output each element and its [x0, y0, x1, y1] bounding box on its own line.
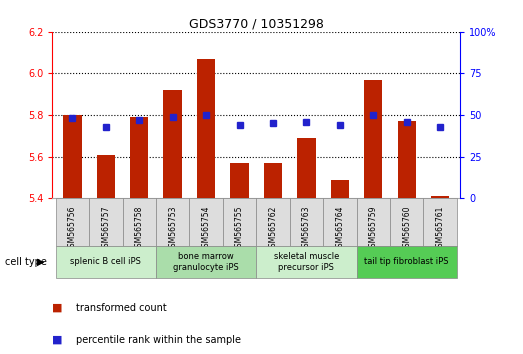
- FancyBboxPatch shape: [55, 246, 156, 278]
- Text: splenic B cell iPS: splenic B cell iPS: [71, 257, 141, 267]
- Bar: [97, 155, 115, 198]
- FancyBboxPatch shape: [156, 198, 189, 246]
- Text: GSM565761: GSM565761: [436, 205, 445, 252]
- Text: GSM565760: GSM565760: [402, 205, 411, 252]
- Text: GSM565757: GSM565757: [101, 205, 110, 252]
- Bar: [297, 138, 315, 198]
- Text: tail tip fibroblast iPS: tail tip fibroblast iPS: [365, 257, 449, 267]
- FancyBboxPatch shape: [357, 198, 390, 246]
- FancyBboxPatch shape: [156, 246, 256, 278]
- Bar: [164, 90, 182, 198]
- Text: bone marrow
granulocyte iPS: bone marrow granulocyte iPS: [173, 252, 239, 272]
- FancyBboxPatch shape: [357, 246, 457, 278]
- Text: GSM565763: GSM565763: [302, 205, 311, 252]
- FancyBboxPatch shape: [122, 198, 156, 246]
- Text: GSM565762: GSM565762: [268, 205, 278, 252]
- FancyBboxPatch shape: [424, 198, 457, 246]
- Text: ■: ■: [52, 303, 63, 313]
- Bar: [331, 179, 349, 198]
- Title: GDS3770 / 10351298: GDS3770 / 10351298: [189, 18, 324, 31]
- Text: GSM565754: GSM565754: [201, 205, 211, 252]
- Bar: [130, 117, 149, 198]
- Text: GSM565756: GSM565756: [68, 205, 77, 252]
- FancyBboxPatch shape: [323, 198, 357, 246]
- Bar: [397, 121, 416, 198]
- Text: percentile rank within the sample: percentile rank within the sample: [76, 335, 241, 345]
- Text: skeletal muscle
precursor iPS: skeletal muscle precursor iPS: [274, 252, 339, 272]
- Text: ■: ■: [52, 335, 63, 345]
- Text: transformed count: transformed count: [76, 303, 167, 313]
- Bar: [197, 59, 215, 198]
- FancyBboxPatch shape: [223, 198, 256, 246]
- Bar: [230, 163, 249, 198]
- Text: GSM565759: GSM565759: [369, 205, 378, 252]
- Text: GSM565764: GSM565764: [335, 205, 344, 252]
- Bar: [264, 163, 282, 198]
- FancyBboxPatch shape: [89, 198, 122, 246]
- FancyBboxPatch shape: [256, 198, 290, 246]
- FancyBboxPatch shape: [256, 246, 357, 278]
- Bar: [431, 196, 449, 198]
- FancyBboxPatch shape: [290, 198, 323, 246]
- FancyBboxPatch shape: [55, 198, 89, 246]
- Text: ▶: ▶: [37, 257, 44, 267]
- Bar: [364, 80, 382, 198]
- FancyBboxPatch shape: [189, 198, 223, 246]
- Bar: [63, 115, 82, 198]
- Text: cell type: cell type: [5, 257, 47, 267]
- Text: GSM565753: GSM565753: [168, 205, 177, 252]
- Text: GSM565758: GSM565758: [135, 205, 144, 252]
- FancyBboxPatch shape: [390, 198, 424, 246]
- Text: GSM565755: GSM565755: [235, 205, 244, 252]
